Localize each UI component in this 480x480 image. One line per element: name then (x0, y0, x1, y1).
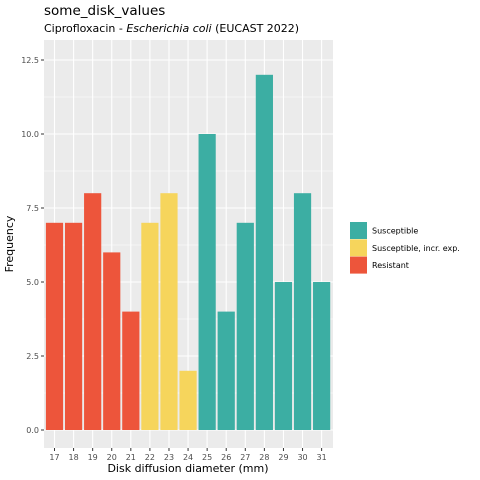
x-axis: 17 18 19 20 21 22 23 24 25 26 27 28 29 30 31 (49, 448, 327, 462)
bar-28 (255, 74, 273, 431)
x-tick-label: 21 (126, 453, 136, 462)
x-tick-label: 19 (88, 453, 98, 462)
x-tick-label: 27 (240, 453, 250, 462)
y-tick-label: 7.5 (26, 204, 39, 213)
legend-label: Resistant (372, 261, 409, 270)
legend: Susceptible Susceptible, incr. exp. Resist… (350, 222, 460, 274)
bar-27 (236, 222, 254, 430)
y-tick-label: 10.0 (21, 130, 39, 139)
legend-label: Susceptible (372, 227, 418, 236)
subtitle-guideline: (EUCAST 2022) (212, 22, 299, 35)
x-tick-label: 31 (317, 453, 327, 462)
bar-25 (198, 134, 216, 430)
y-axis: 0.0 2.5 5.0 7.5 10.0 12.5 (21, 56, 44, 435)
y-tick-label: 5.0 (26, 278, 39, 287)
bar-29 (274, 282, 293, 430)
y-tick-label: 12.5 (21, 56, 39, 65)
y-axis-title: Frequency (3, 215, 16, 272)
x-tick-label: 23 (164, 453, 174, 462)
bar-23 (160, 193, 178, 430)
bar-18 (64, 222, 83, 430)
bar-17 (45, 222, 64, 430)
x-tick-label: 22 (145, 453, 155, 462)
x-tick-label: 30 (297, 453, 307, 462)
x-tick-label: 24 (183, 453, 193, 462)
legend-swatch (350, 256, 367, 274)
x-axis-title: Disk diffusion diameter (mm) (107, 462, 268, 475)
x-tick-label: 20 (107, 453, 117, 462)
chart-title: some_disk_values (44, 3, 165, 19)
subtitle-organism: Escherichia coli (126, 22, 211, 35)
bars (45, 74, 331, 431)
legend-label: Susceptible, incr. exp. (372, 244, 460, 253)
x-tick-label: 28 (259, 453, 269, 462)
y-tick-label: 2.5 (26, 352, 39, 361)
chart-subtitle: Ciprofloxacin - Escherichia coli (EUCAST… (44, 22, 299, 35)
x-tick-label: 29 (278, 453, 288, 462)
y-tick-label: 0.0 (26, 426, 39, 435)
bar-26 (217, 311, 235, 430)
subtitle-drug: Ciprofloxacin - (44, 22, 126, 35)
x-tick-label: 18 (68, 453, 78, 462)
legend-swatch (350, 239, 367, 257)
bar-22 (141, 222, 159, 430)
x-tick-label: 17 (49, 453, 59, 462)
x-tick-label: 25 (202, 453, 212, 462)
bar-20 (103, 252, 121, 430)
bar-24 (179, 370, 197, 430)
bar-21 (122, 311, 140, 430)
x-tick-label: 26 (221, 453, 231, 462)
bar-31 (313, 282, 331, 430)
bar-30 (293, 193, 312, 430)
bar-19 (84, 193, 102, 430)
legend-swatch (350, 222, 367, 239)
